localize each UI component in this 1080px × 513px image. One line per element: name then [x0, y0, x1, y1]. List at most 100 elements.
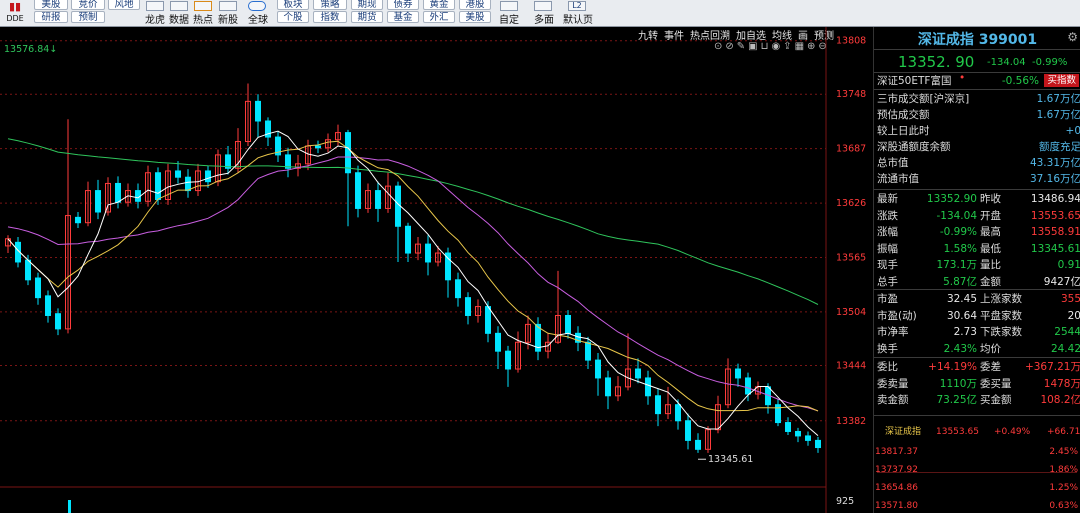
bond-button[interactable]: 债券: [387, 0, 419, 10]
add-watchlist-button[interactable]: 加自选: [736, 30, 766, 42]
ratio-row-right-value: 24.42: [1050, 342, 1080, 355]
candle-body: [45, 295, 51, 316]
forex-button[interactable]: 外汇: [423, 11, 455, 23]
candle-body: [565, 314, 571, 334]
ratio-row-right-label: 上涨家数: [980, 293, 1022, 305]
quote-row-right-value: 13553.65: [1030, 209, 1080, 222]
candle-body: [85, 190, 91, 224]
quote-row-right-value: 13345.61: [1030, 242, 1080, 255]
dde-button[interactable]: ▮▮ DDE: [2, 0, 28, 26]
candle-body: [225, 154, 231, 169]
price-tick-label: 13565: [836, 253, 866, 264]
us-stocks-top-button[interactable]: 美股: [34, 0, 68, 10]
candle-body: [735, 368, 741, 379]
gold-button[interactable]: 黄金: [423, 0, 455, 10]
mini-axis-price: 13817.37: [875, 447, 918, 457]
candle-body: [365, 190, 371, 209]
candle-body: [815, 439, 821, 449]
hotspot-review-button[interactable]: 热点回溯: [690, 30, 730, 42]
risk-button[interactable]: 风地: [108, 0, 140, 10]
quote-panel: 深证成指 399001 ⚙ 13352. 90 -134.04 -0.99% 深…: [873, 27, 1080, 513]
order-row-left-label: 委比: [877, 361, 898, 373]
ratio-row-right-value: 2544: [1054, 326, 1080, 338]
auction-button[interactable]: 竞价: [71, 0, 105, 10]
gear-icon[interactable]: ⚙: [1067, 30, 1078, 44]
candle-body: [105, 182, 111, 213]
preset-button[interactable]: 预制: [71, 11, 105, 23]
candle-body: [475, 306, 481, 316]
hotspot-button[interactable]: 热点: [193, 15, 213, 26]
etf-row[interactable]: 深证50ETF富国 • -0.56% 买指数: [877, 72, 1080, 89]
reference-price-label: 13576.84↓: [4, 44, 57, 55]
candle-body: [175, 170, 181, 178]
order-row-right-value: +367.21万: [1024, 361, 1080, 373]
buy-index-button[interactable]: 买指数: [1044, 74, 1079, 87]
divider: [874, 72, 1080, 73]
mini-chart-name[interactable]: 深证成指: [885, 427, 922, 437]
forecast-button[interactable]: 预测: [814, 30, 834, 42]
quote-row-left-value: 173.1万: [936, 259, 977, 271]
zoom-in-icon[interactable]: ⊕: [807, 41, 819, 52]
candle-body: [705, 429, 711, 450]
nine-turn-button[interactable]: 九转: [638, 30, 658, 42]
quote-row: 总手 5.87亿 金额 9427亿: [877, 274, 1080, 290]
order-row-right-label: 委买量: [980, 377, 1012, 390]
sector-button[interactable]: 板块: [277, 0, 309, 10]
quote-row-left-label: 现手: [877, 259, 898, 271]
settings-icon[interactable]: ⊙: [714, 41, 726, 52]
custom-button[interactable]: 自定: [499, 15, 519, 26]
hk-stock-button[interactable]: 港股: [459, 0, 491, 10]
ratio-row-left-value: 30.64: [946, 309, 977, 322]
candle-body: [685, 420, 691, 441]
candle-body: [615, 386, 621, 397]
market-info-label: 预估成交额: [877, 109, 930, 121]
candle-body: [655, 395, 661, 415]
ma-button[interactable]: 均线: [772, 30, 792, 42]
grid-icon[interactable]: ▦: [794, 41, 808, 52]
research-button[interactable]: 研报: [34, 11, 68, 23]
pen-icon[interactable]: ✎: [736, 41, 749, 52]
eye-icon[interactable]: ◉: [771, 41, 784, 52]
basket-icon[interactable]: ⊔: [760, 41, 772, 52]
candle-body: [275, 136, 281, 156]
strategy-button[interactable]: 策略: [313, 0, 347, 10]
dragon-tiger-button[interactable]: 龙虎: [145, 15, 165, 26]
draw-button[interactable]: 画: [798, 30, 808, 42]
candle-body: [785, 422, 791, 432]
stock-button[interactable]: 个股: [277, 11, 309, 23]
futures-spot-button[interactable]: 期现: [351, 0, 383, 10]
ma60-line: [7, 138, 819, 305]
candle-body: [695, 439, 701, 450]
candle-body: [155, 172, 161, 201]
quote-row-left-value: 5.87亿: [943, 275, 977, 288]
mini-chart-chg: +66.71: [1047, 427, 1080, 437]
candle-body: [605, 377, 611, 397]
futures-button[interactable]: 期货: [351, 11, 383, 23]
forbid-icon[interactable]: ⊘: [725, 41, 737, 52]
order-row-right-label: 委差: [980, 361, 1001, 373]
quote-row: 振幅 1.58% 最低 13345.61: [877, 241, 1080, 257]
new-stock-button[interactable]: 新股: [218, 15, 238, 26]
candle-body: [205, 170, 211, 183]
index-button[interactable]: 指数: [313, 11, 347, 23]
share-icon[interactable]: ⇪: [783, 41, 795, 52]
divider: [874, 415, 1080, 416]
camera-icon[interactable]: ▣: [748, 41, 761, 52]
event-button[interactable]: 事件: [664, 30, 684, 42]
price-tick-label: 13626: [836, 198, 866, 209]
us-stock-button[interactable]: 美股: [459, 11, 491, 23]
fund-button[interactable]: 基金: [387, 11, 419, 23]
global-button[interactable]: 全球: [248, 15, 268, 26]
default-page-button[interactable]: 默认页: [563, 15, 593, 26]
etf-name[interactable]: 深证50ETF富国: [877, 75, 952, 87]
ratio-row: 换手 2.43% 均价 24.42: [877, 341, 1080, 357]
market-info-value: +0: [1065, 125, 1080, 137]
order-row-left-label: 委卖量: [877, 377, 909, 390]
zoom-out-icon[interactable]: ⊖: [818, 41, 830, 52]
data-button[interactable]: 数据: [169, 15, 189, 26]
quote-row-right-value: 9427亿: [1043, 275, 1080, 288]
candle-body: [285, 154, 291, 169]
kline-chart[interactable]: 13808 13748 13687 13626 13565 13504 13444 13382…: [0, 27, 873, 513]
quote-row: 最新 13352.90 昨收 13486.94: [877, 191, 1080, 207]
multi-view-button[interactable]: 多面: [534, 15, 554, 26]
